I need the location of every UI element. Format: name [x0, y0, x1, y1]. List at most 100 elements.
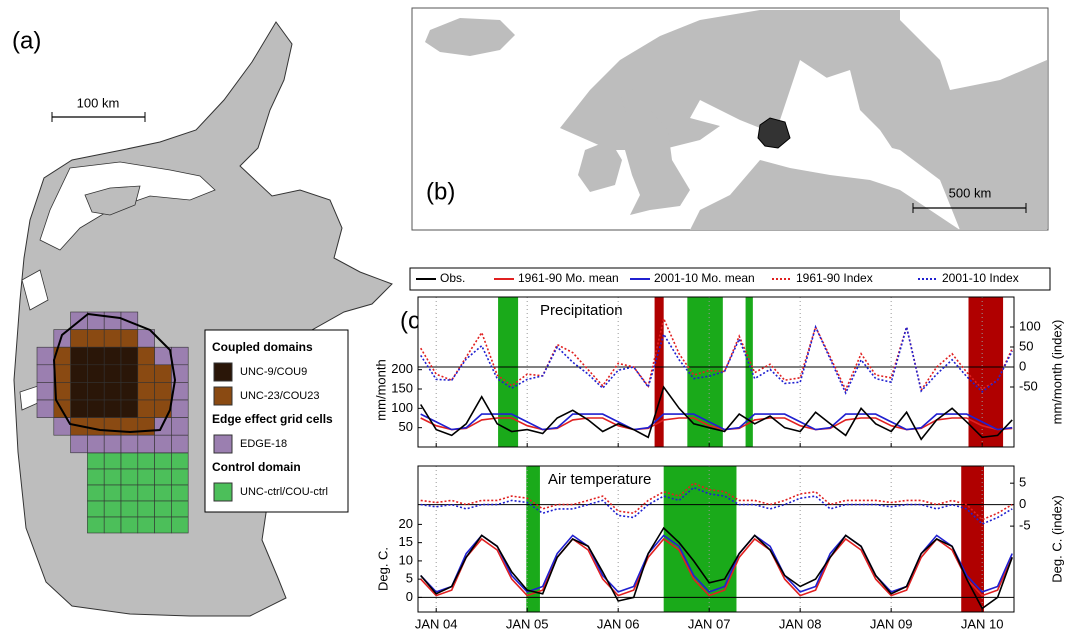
control-cell [103, 516, 122, 534]
grid-cell [137, 364, 155, 383]
grid-cell [36, 364, 55, 383]
grid-cell [154, 399, 172, 418]
control-cell [154, 484, 172, 502]
y-axis-label: Deg. C. [375, 547, 390, 591]
y2-axis-label: mm/month (index) [1049, 320, 1064, 425]
grid-cell [36, 399, 55, 418]
grid-cell [53, 329, 71, 348]
grid-cell [103, 417, 122, 436]
x-tick-label: JAN 10 [961, 616, 1004, 631]
control-cell [87, 500, 105, 518]
control-cell [120, 468, 139, 486]
control-cell [120, 516, 139, 534]
y-tick-label: 200 [391, 361, 413, 376]
grid-cell [154, 364, 172, 383]
grid-cell [154, 382, 172, 401]
grid-cell [36, 382, 55, 401]
control-cell [87, 452, 105, 470]
grid-cell [171, 346, 189, 366]
grid-cell [103, 346, 122, 366]
grid-cell [70, 329, 88, 348]
grid-cell [36, 346, 55, 366]
control-cell [137, 468, 155, 486]
continent [690, 160, 960, 230]
grid-cell [103, 329, 122, 348]
control-cell [103, 452, 122, 470]
x-tick-label: JAN 08 [779, 616, 822, 631]
baltic-sea [800, 70, 900, 190]
series-line [420, 385, 1013, 441]
legend-group-title: Edge effect grid cells [212, 412, 333, 426]
panel-label: (a) [12, 27, 41, 54]
grid-cell [87, 382, 105, 401]
series-line [420, 482, 1013, 521]
grid-cell [171, 417, 189, 436]
grid-cell [154, 434, 172, 454]
shaded-period [745, 297, 753, 447]
legend-item: UNC-ctrl/COU-ctrl [240, 486, 328, 498]
mors-island [84, 185, 141, 216]
series-line [420, 526, 1013, 610]
legend-group-title: Control domain [212, 460, 301, 474]
ireland [578, 140, 622, 192]
map-legend: Coupled domains UNC-9/COU9 UNC-23/COU23 Edg… [212, 340, 333, 502]
chart-legend-box [409, 267, 1051, 291]
scandinavia [560, 10, 1047, 230]
y-tick-label: 150 [391, 380, 413, 395]
grid-cell [120, 329, 139, 348]
series-line [420, 316, 1013, 393]
grid-cell [70, 382, 88, 401]
grid-cell [70, 346, 88, 366]
y-tick-label: 20 [399, 516, 413, 531]
series-line [420, 413, 1013, 431]
series-line [420, 537, 1013, 597]
legend-label: Obs. [440, 271, 465, 285]
y2-tick-label: -50 [1019, 378, 1038, 393]
shaded-period [654, 297, 664, 447]
grid-cell [137, 434, 155, 454]
grid-cell [103, 364, 122, 383]
control-cell [137, 500, 155, 518]
control-cell [137, 484, 155, 502]
y2-tick-label: -5 [1019, 518, 1031, 533]
y-tick-label: 0 [406, 589, 413, 604]
grid-cell [87, 399, 105, 418]
grid-cell [103, 311, 122, 330]
chart-title: Precipitation [540, 302, 623, 319]
fjord-west [21, 269, 49, 311]
control-cell [120, 484, 139, 502]
control-cell [171, 452, 189, 470]
legend-swatch [213, 434, 233, 454]
limfjord-islands [39, 161, 216, 251]
denmark [757, 117, 791, 149]
control-cell [171, 516, 189, 534]
x-tick-label: JAN 06 [597, 616, 640, 631]
y-axis-label: mm/month [373, 359, 388, 420]
legend-label: 2001-10 Index [942, 271, 1019, 285]
grid-cell [120, 434, 139, 454]
shaded-period [498, 297, 519, 447]
grid-cell [120, 382, 139, 401]
grid-cell [70, 364, 88, 383]
series-line [420, 486, 1013, 525]
grid-cell [70, 434, 88, 454]
grid-cell [120, 346, 139, 366]
coupled-outline [52, 312, 177, 434]
control-cell [154, 500, 172, 518]
grid-cells [36, 311, 189, 534]
control-cell [87, 484, 105, 502]
grid-cell [87, 329, 105, 348]
x-tick-label: JAN 07 [688, 616, 731, 631]
x-tick-label: JAN 05 [506, 616, 549, 631]
legend-item: UNC-9/COU9 [240, 366, 307, 378]
control-cell [87, 516, 105, 534]
legend-label: 1961-90 Index [796, 271, 873, 285]
control-cell [120, 500, 139, 518]
grid-cell [70, 399, 88, 418]
y2-tick-label: 50 [1019, 338, 1033, 353]
legend-label: 1961-90 Mo. mean [518, 271, 619, 285]
control-cell [120, 452, 139, 470]
shaded-period [687, 297, 723, 447]
grid-cell [87, 417, 105, 436]
scale-label: 500 km [949, 185, 992, 200]
